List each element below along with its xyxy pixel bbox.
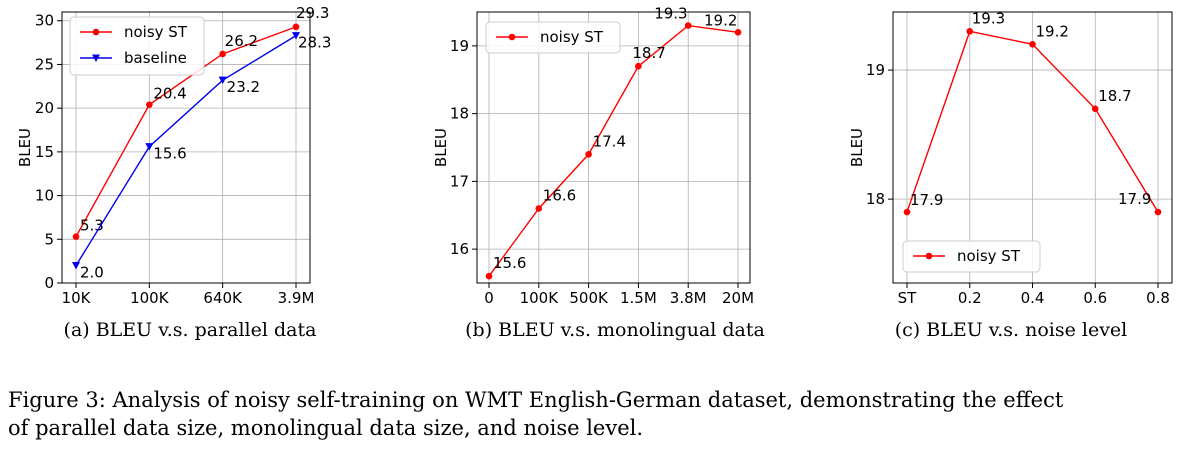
- y-tick-label: 15: [35, 143, 54, 161]
- data-point: [146, 101, 153, 108]
- subplot-caption: (c) BLEU v.s. noise level: [895, 319, 1128, 341]
- legend-marker: [92, 54, 100, 62]
- data-point: [292, 32, 300, 40]
- data-label: 19.3: [972, 9, 1005, 27]
- data-label: 17.9: [910, 191, 943, 209]
- subplot-caption: (b) BLEU v.s. monolingual data: [465, 319, 765, 341]
- data-label: 29.3: [296, 4, 329, 22]
- y-axis-label: BLEU: [432, 128, 450, 167]
- data-point: [292, 23, 300, 31]
- data-label: 17.4: [593, 132, 626, 150]
- legend-label-1: baseline: [124, 49, 187, 67]
- plot-frame: [476, 11, 751, 284]
- data-point: [734, 29, 742, 36]
- x-tick-label: 0.8: [1146, 289, 1170, 307]
- y-tick-label: 18: [866, 190, 885, 208]
- data-point: [684, 22, 692, 29]
- data-point: [72, 233, 80, 240]
- data-label: 19.3: [654, 5, 687, 23]
- legend-box: [902, 240, 1041, 273]
- y-tick-label: 0: [44, 274, 54, 292]
- data-label: 28.3: [298, 34, 331, 52]
- figure-caption-line-1: Figure 3: Analysis of noisy self-trainin…: [8, 388, 1064, 412]
- x-tick-label: 640K: [203, 289, 243, 307]
- x-tick-label: 0.4: [1021, 289, 1045, 307]
- y-tick-label: 18: [450, 105, 469, 123]
- x-tick-label: 0.2: [958, 289, 982, 307]
- y-axis-label: BLEU: [848, 128, 866, 167]
- x-tick-label: 10K: [62, 289, 92, 307]
- legend-label-0: noisy ST: [957, 247, 1021, 265]
- data-point: [485, 272, 493, 280]
- y-tick-label: 30: [35, 12, 54, 30]
- data-label: 19.2: [704, 11, 737, 29]
- x-tick-label: 0: [484, 289, 494, 307]
- legend-box: [485, 21, 621, 54]
- series-line-1: [75, 35, 297, 266]
- y-tick-label: 17: [450, 172, 469, 190]
- figure-caption-line-2: of parallel data size, monolingual data …: [8, 416, 644, 440]
- y-tick-label: 19: [866, 61, 885, 79]
- data-label: 18.7: [1098, 87, 1131, 105]
- legend-marker: [92, 28, 100, 36]
- chart-bleu-vs-parallel-data: 10K 100K 640K 3.9M051015202530BLEU5.320.426…: [16, 4, 331, 341]
- data-point: [1154, 208, 1162, 216]
- data-point: [1091, 105, 1099, 113]
- data-label: 16.6: [543, 186, 576, 204]
- data-point: [903, 208, 911, 216]
- data-label: 17.9: [1118, 190, 1151, 208]
- data-point: [218, 76, 227, 85]
- data-label: 20.4: [153, 85, 186, 103]
- y-tick-label: 10: [35, 187, 54, 205]
- x-tick-label: 100K: [130, 289, 170, 307]
- data-label: 26.2: [225, 32, 258, 50]
- data-label: 19.2: [1036, 22, 1069, 40]
- series-line-0: [488, 24, 739, 277]
- data-point: [535, 205, 543, 212]
- data-label: 18.7: [632, 44, 665, 62]
- y-axis-label: BLEU: [16, 128, 34, 167]
- data-point: [145, 143, 154, 151]
- legend-marker: [508, 33, 516, 41]
- x-tick-label: 0.6: [1083, 289, 1107, 307]
- y-tick-label: 20: [35, 99, 54, 117]
- x-tick-label: 100K: [520, 289, 560, 307]
- x-tick-label: 1.5M: [620, 289, 657, 307]
- data-point: [72, 262, 80, 270]
- data-point: [219, 50, 226, 58]
- x-tick-label: 3.9M: [278, 289, 315, 307]
- data-label: 15.6: [493, 254, 526, 272]
- y-tick-label: 25: [35, 55, 54, 73]
- plot-frame: [61, 11, 311, 284]
- data-point: [966, 28, 974, 35]
- y-tick-label: 19: [450, 37, 469, 55]
- data-point: [1029, 40, 1036, 48]
- subplot-caption: (a) BLEU v.s. parallel data: [64, 319, 317, 341]
- figure-caption: Figure 3: Analysis of noisy self-trainin…: [8, 386, 1188, 442]
- data-label: 23.2: [227, 78, 260, 96]
- x-tick-label: 500K: [569, 289, 609, 307]
- y-tick-label: 16: [450, 240, 469, 258]
- y-tick-label: 5: [44, 230, 54, 248]
- data-label: 15.6: [153, 145, 186, 163]
- chart-bleu-vs-noise-level: ST 0.2 0.4 0.6 0.8 18 19 BLEU 17.9 19.3 19.2 18.7 17…: [848, 9, 1173, 341]
- x-tick-label: 20M: [722, 289, 754, 307]
- x-tick-label: 3.8M: [670, 289, 707, 307]
- data-point: [585, 150, 592, 158]
- series-line-0: [75, 26, 297, 238]
- x-tick-label: ST: [898, 289, 918, 307]
- data-point: [635, 62, 642, 70]
- legend-marker: [925, 252, 933, 260]
- legend-label-0: noisy ST: [124, 23, 188, 41]
- chart-bleu-vs-monolingual-data: 0 100K 500K 1.5M 3.8M 20M 16 17 18 19 BLEU 15.6 16.6…: [432, 5, 765, 341]
- data-label: 2.0: [80, 264, 104, 282]
- legend-label-0: noisy ST: [540, 28, 604, 46]
